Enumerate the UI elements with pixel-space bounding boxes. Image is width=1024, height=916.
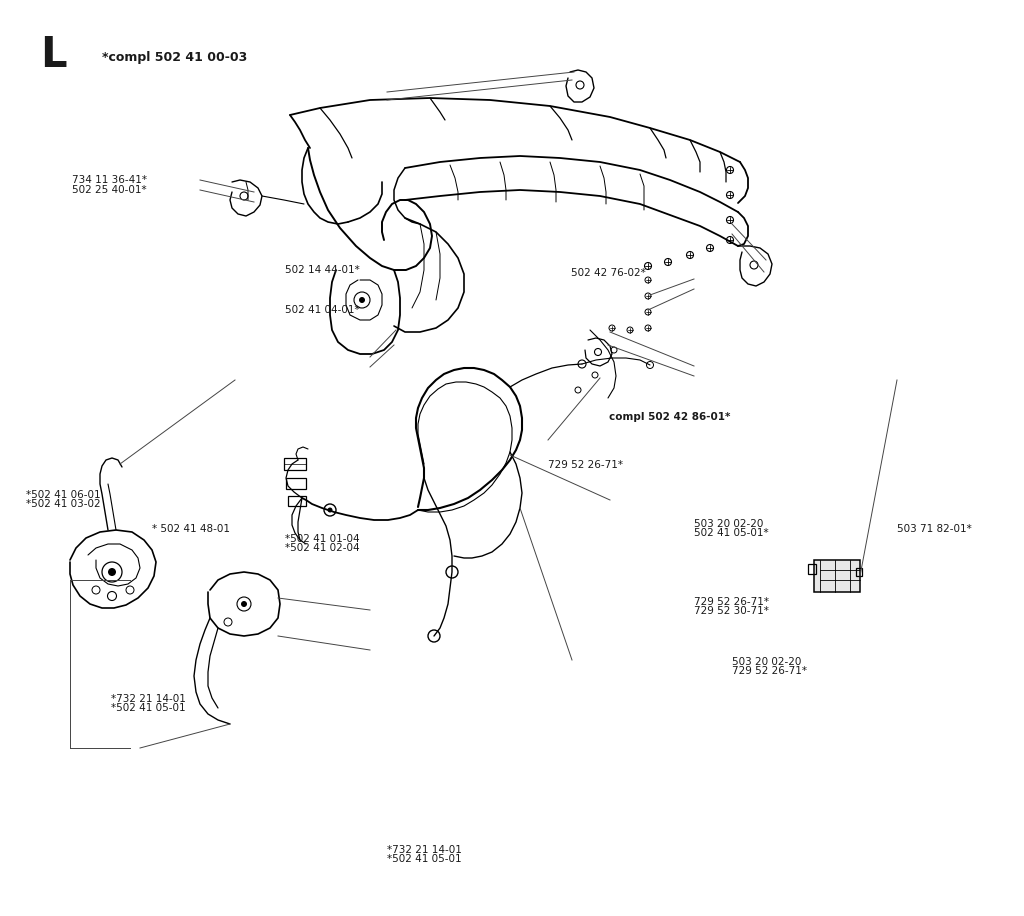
Bar (286, 478, 306, 489)
Text: 729 52 30-71*: 729 52 30-71* (694, 606, 769, 616)
Text: *502 41 05-01: *502 41 05-01 (111, 703, 185, 713)
Text: 503 71 82-01*: 503 71 82-01* (897, 525, 972, 534)
Text: *502 41 03-02: *502 41 03-02 (26, 499, 100, 508)
Text: 729 52 26-71*: 729 52 26-71* (694, 597, 769, 606)
Text: 729 52 26-71*: 729 52 26-71* (548, 461, 623, 470)
Text: 503 20 02-20: 503 20 02-20 (694, 519, 764, 529)
Text: *502 41 05-01: *502 41 05-01 (387, 855, 462, 864)
Text: compl 502 42 86-01*: compl 502 42 86-01* (609, 412, 731, 421)
Text: * 502 41 48-01: * 502 41 48-01 (152, 525, 229, 534)
Text: 502 42 76-02*: 502 42 76-02* (571, 268, 646, 278)
Circle shape (359, 297, 365, 303)
Text: L: L (40, 34, 67, 76)
Text: *502 41 01-04: *502 41 01-04 (285, 534, 359, 543)
Circle shape (241, 601, 247, 607)
Text: 502 41 05-01*: 502 41 05-01* (694, 529, 769, 538)
Text: 502 41 04-01*: 502 41 04-01* (285, 305, 359, 314)
Circle shape (108, 568, 116, 576)
Circle shape (328, 507, 333, 512)
Text: *502 41 06-01: *502 41 06-01 (26, 490, 100, 499)
Text: *compl 502 41 00-03: *compl 502 41 00-03 (102, 51, 247, 64)
Text: 502 14 44-01*: 502 14 44-01* (285, 266, 359, 275)
Text: 503 20 02-20: 503 20 02-20 (732, 658, 802, 667)
Text: 729 52 26-71*: 729 52 26-71* (732, 667, 807, 676)
Text: 502 25 40-01*: 502 25 40-01* (72, 185, 146, 194)
Text: *502 41 02-04: *502 41 02-04 (285, 543, 359, 552)
Bar (288, 496, 306, 506)
Bar (808, 564, 816, 574)
Text: *732 21 14-01: *732 21 14-01 (111, 694, 185, 703)
Text: 734 11 36-41*: 734 11 36-41* (72, 176, 146, 185)
Bar (856, 568, 862, 576)
Bar (284, 458, 306, 470)
Bar (814, 560, 860, 592)
Text: *732 21 14-01: *732 21 14-01 (387, 845, 462, 855)
